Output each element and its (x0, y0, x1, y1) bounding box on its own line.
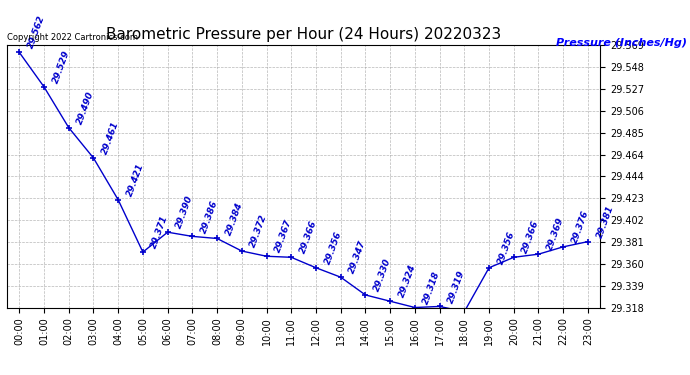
Text: 29.366: 29.366 (521, 219, 541, 255)
Text: 29.386: 29.386 (199, 199, 219, 234)
Text: 29.356: 29.356 (496, 230, 516, 266)
Text: 29.371: 29.371 (150, 214, 170, 250)
Text: Copyright 2022 Cartronics.com: Copyright 2022 Cartronics.com (7, 33, 138, 42)
Text: 29.376: 29.376 (570, 209, 591, 245)
Text: 29.390: 29.390 (175, 194, 195, 230)
Text: 29.384: 29.384 (224, 201, 244, 236)
Text: 29.314: 29.314 (0, 374, 1, 375)
Text: 29.421: 29.421 (125, 162, 146, 198)
Text: 29.367: 29.367 (273, 219, 294, 254)
Text: 29.366: 29.366 (298, 219, 319, 255)
Text: 29.369: 29.369 (545, 216, 566, 252)
Text: 29.330: 29.330 (373, 257, 393, 293)
Text: 29.347: 29.347 (348, 239, 368, 275)
Text: 29.529: 29.529 (51, 49, 71, 85)
Text: 29.381: 29.381 (595, 204, 615, 240)
Text: 29.562: 29.562 (26, 15, 46, 50)
Text: 29.319: 29.319 (446, 268, 467, 304)
Text: 29.372: 29.372 (248, 213, 269, 249)
Title: Barometric Pressure per Hour (24 Hours) 20220323: Barometric Pressure per Hour (24 Hours) … (106, 27, 501, 42)
Text: 29.490: 29.490 (76, 90, 96, 126)
Text: 29.318: 29.318 (422, 270, 442, 305)
Text: 29.356: 29.356 (323, 230, 343, 266)
Text: 29.324: 29.324 (397, 264, 417, 299)
Text: Pressure (Inches/Hg): Pressure (Inches/Hg) (555, 38, 687, 48)
Text: 29.461: 29.461 (100, 120, 121, 156)
